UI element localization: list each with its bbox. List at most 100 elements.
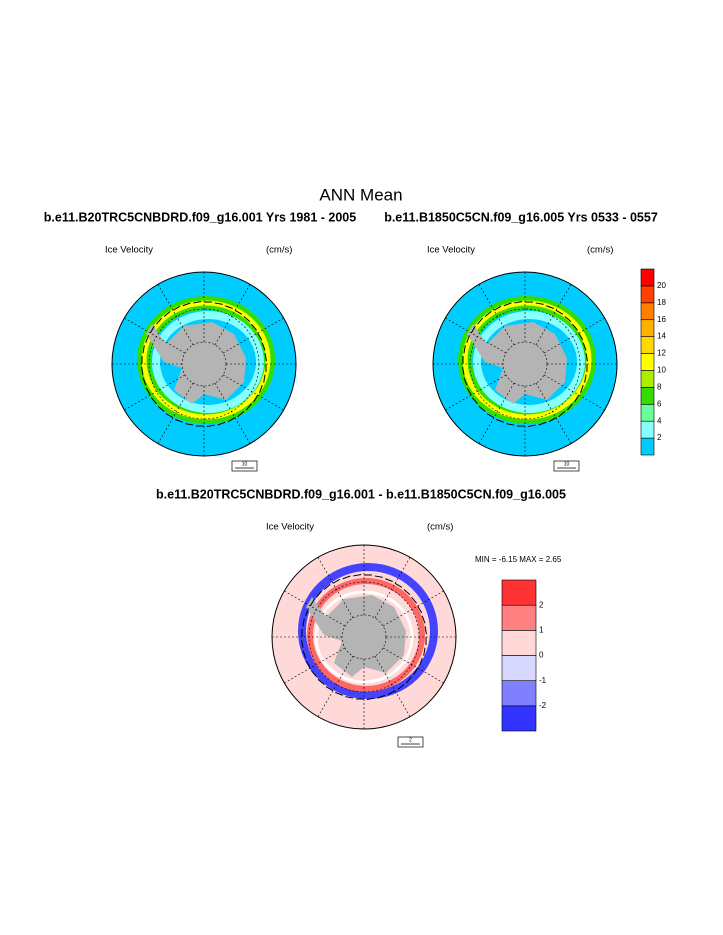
drift-arrow <box>477 317 484 325</box>
drift-arrow <box>584 374 587 383</box>
drift-arrow <box>259 385 263 393</box>
colorbar-box <box>640 353 655 371</box>
parallel <box>308 581 420 693</box>
drift-arrow <box>463 377 468 386</box>
drift-arrow <box>310 670 317 678</box>
colorbar-label: 16 <box>657 315 666 324</box>
drift-arrow <box>145 387 151 396</box>
panel-subtitle: b.e11.B1850C5CN.f09_g16.005 Yrs 0533 - 0… <box>384 210 658 224</box>
colorbar-box <box>640 437 655 456</box>
drift-arrow <box>142 345 145 354</box>
colorbar-box <box>640 319 655 337</box>
map-border <box>111 271 297 457</box>
drift-arrow <box>317 678 325 685</box>
drift-arrow <box>225 305 233 309</box>
ref-vector-label: 10 <box>564 461 570 467</box>
drift-arrow <box>345 696 354 699</box>
ref-vector-label: 2 <box>409 737 412 743</box>
drift-arrow <box>261 342 266 351</box>
drift-arrow <box>564 316 572 323</box>
drift-arrow <box>245 403 252 411</box>
drift-arrow <box>484 310 492 317</box>
drift-arrow <box>403 589 411 596</box>
drift-arrow <box>585 353 588 362</box>
drift-arrow <box>394 582 403 588</box>
colorbar-label: 12 <box>657 349 666 358</box>
colorbar-label: 0 <box>539 651 544 660</box>
drift-arrow <box>405 676 412 684</box>
drift-arrow <box>466 387 472 396</box>
colorbar-box <box>501 604 537 631</box>
drift-arrow <box>182 302 191 307</box>
ice-band <box>152 311 264 413</box>
drift-arrow <box>572 323 579 331</box>
drift-arrow <box>353 574 362 577</box>
colorbar-label: 10 <box>657 366 666 375</box>
colorbar-box <box>501 579 537 606</box>
antarctica <box>146 322 246 404</box>
drift-arrow <box>150 397 157 405</box>
drift-arrow <box>421 615 426 624</box>
parallel <box>148 308 260 420</box>
drift-arrow <box>149 325 155 334</box>
ice-band <box>462 300 592 420</box>
colorbar-box <box>501 655 537 681</box>
colorbar-label: 1 <box>539 625 544 634</box>
drift-arrow <box>214 302 223 305</box>
drift-arrow <box>555 309 564 315</box>
colorbar-box <box>640 420 655 439</box>
colorbar-box <box>501 705 537 732</box>
drift-arrow <box>493 305 502 311</box>
min-max-stats: MIN = -6.15 MAX = 2.65 <box>475 555 562 564</box>
drift-arrow <box>142 377 147 386</box>
colorbar-box <box>640 387 655 405</box>
drift-arrow <box>157 405 165 412</box>
drift-arrow <box>538 421 547 426</box>
drift-arrow <box>506 423 515 426</box>
drift-arrow <box>478 405 486 412</box>
panel-units: (cm/s) <box>427 522 453 533</box>
panel-units: (cm/s) <box>266 245 292 256</box>
drift-arrow <box>193 301 202 304</box>
drift-arrow <box>423 647 426 656</box>
drift-arrow <box>366 697 375 700</box>
colorbar-label: 18 <box>657 298 666 307</box>
drift-arrow <box>237 411 245 418</box>
drift-arrow <box>302 618 305 627</box>
drift-arrow <box>527 424 536 427</box>
drift-arrow <box>387 690 396 696</box>
drift-arrow <box>470 325 476 334</box>
colorbar-label: 4 <box>657 416 662 425</box>
drift-arrow <box>535 302 544 305</box>
drift-arrow <box>514 301 523 304</box>
drift-arrow <box>342 575 351 580</box>
colorbar-label: 14 <box>657 332 666 341</box>
difference-title: b.e11.B20TRC5CNBDRD.f09_g16.001 - b.e11.… <box>156 487 566 501</box>
drift-arrow <box>243 316 251 323</box>
drift-arrow <box>316 590 323 598</box>
main-title: ANN Mean <box>319 185 402 204</box>
drift-arrow <box>332 578 341 584</box>
colorbar-box <box>640 268 655 287</box>
panel-label: Ice Velocity <box>105 245 153 256</box>
drift-arrow <box>548 417 557 423</box>
drift-arrow <box>145 335 149 343</box>
drift-arrow <box>309 598 315 607</box>
parallel <box>341 614 387 660</box>
drift-arrow <box>471 397 478 405</box>
colorbar-label: 2 <box>539 600 544 609</box>
drift-arrow <box>503 302 512 307</box>
colorbar-box <box>640 285 655 304</box>
polar-map <box>432 271 618 457</box>
drift-arrow <box>257 332 263 341</box>
drift-arrow <box>335 692 343 696</box>
colorbar-label: 6 <box>657 399 662 408</box>
ice-band <box>473 311 585 413</box>
drift-arrow <box>580 385 584 393</box>
drift-arrow <box>163 310 171 317</box>
drift-arrow <box>253 394 259 403</box>
map-border <box>271 544 457 730</box>
drift-arrow <box>377 694 386 699</box>
drift-arrow <box>175 419 183 423</box>
